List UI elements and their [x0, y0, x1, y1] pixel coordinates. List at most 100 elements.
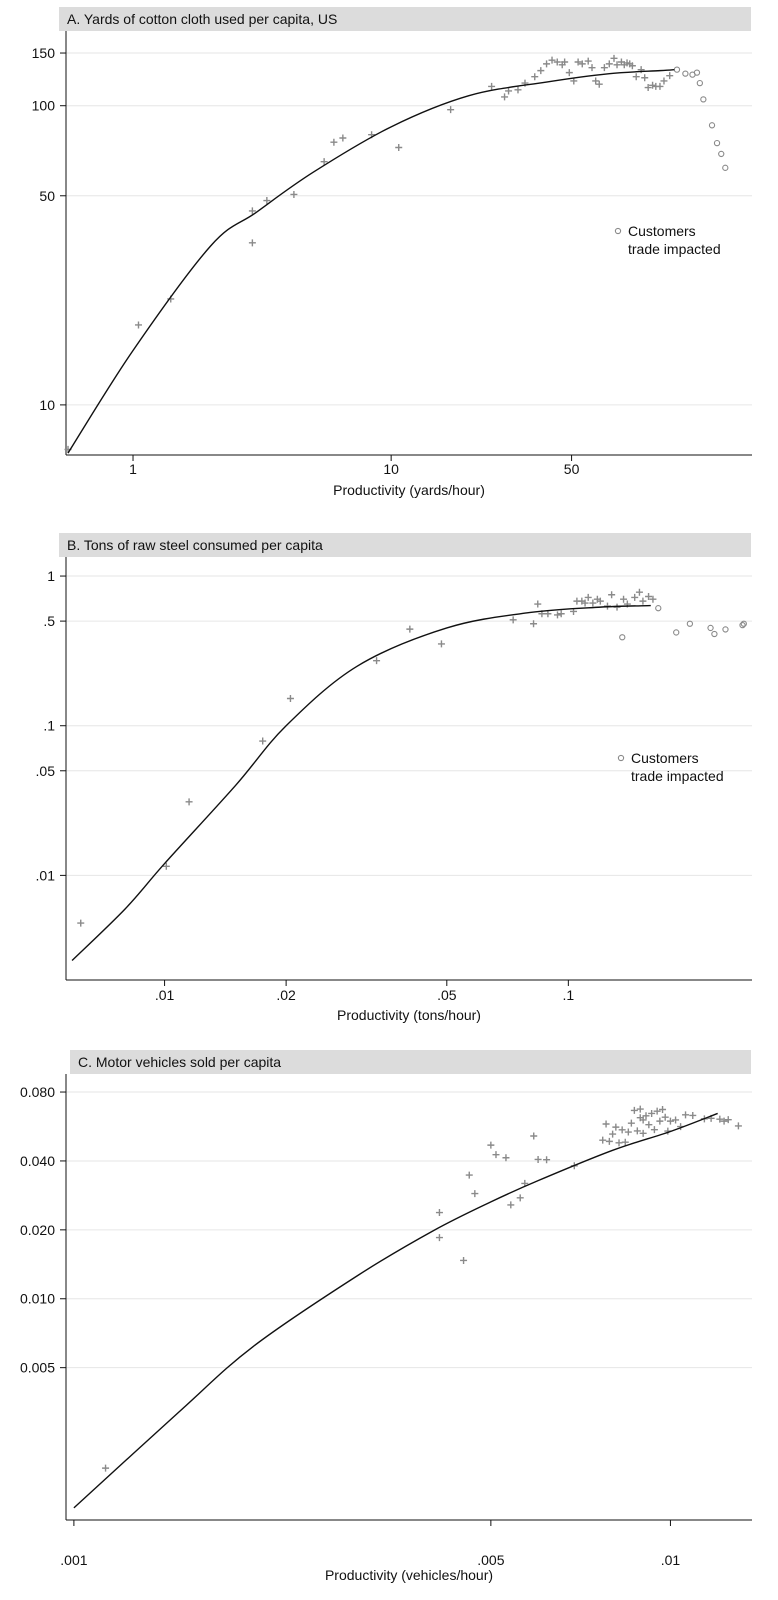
data-point-plus: [460, 1256, 468, 1264]
data-point-plus: [716, 1115, 724, 1123]
data-point-plus: [627, 1119, 635, 1127]
data-point-plus: [406, 625, 414, 633]
data-point-plus: [548, 56, 556, 64]
data-point-plus: [553, 58, 561, 66]
fit-line: [67, 68, 675, 454]
data-point-circle: [655, 605, 662, 612]
y-tick-label: 0.005: [20, 1360, 55, 1376]
data-point-plus: [561, 58, 569, 66]
x-tick-label: .005: [477, 1552, 504, 1568]
data-point-plus: [595, 80, 603, 88]
data-point-circle: [619, 634, 626, 641]
legend-label: Customers: [628, 223, 696, 239]
data-point-plus: [596, 597, 604, 605]
circle-points: [673, 66, 729, 171]
chart-c-svg: 0.005 0.010 0.020 0.040 0.080 .001 .005 .01 Prod…: [20, 1074, 752, 1583]
data-point-plus: [648, 1109, 656, 1117]
data-point-plus: [501, 93, 509, 101]
chart-b-svg: .01 .05 .1 .5 1 .01 .02 .05 .1 Productivity (tons…: [36, 557, 752, 1023]
gridlines: [66, 1091, 752, 1369]
data-point-plus: [507, 1201, 515, 1209]
data-point-plus: [724, 1116, 732, 1124]
y-tick-label: 1: [47, 568, 55, 584]
data-point-plus: [639, 597, 647, 605]
data-point-plus: [650, 1126, 658, 1134]
data-point-plus: [290, 190, 298, 198]
data-point-plus: [544, 610, 552, 618]
data-point-plus: [248, 207, 256, 215]
y-tick-label: 10: [39, 397, 55, 413]
data-point-plus: [584, 57, 592, 65]
data-point-circle: [700, 96, 707, 103]
data-point-circle: [693, 69, 701, 76]
data-point-plus: [77, 919, 85, 927]
data-point-plus: [574, 58, 582, 66]
data-point-circle: [686, 620, 694, 627]
data-point-plus: [502, 1154, 510, 1162]
data-point-plus: [666, 72, 674, 80]
data-point-circle: [673, 66, 681, 73]
x-tick-label: .01: [155, 987, 175, 1003]
data-point-plus: [600, 64, 608, 72]
data-point-plus: [644, 84, 652, 92]
data-point-plus: [263, 197, 271, 205]
gridlines: [66, 52, 752, 406]
legend-marker-circle: [614, 227, 622, 235]
y-tick-label: .05: [36, 763, 56, 779]
data-point-plus: [609, 1130, 617, 1138]
data-point-plus: [530, 620, 538, 628]
data-point-circle: [739, 621, 746, 629]
data-point-plus: [162, 862, 170, 870]
legend-label: Customers: [631, 750, 699, 766]
data-point-plus: [543, 60, 551, 68]
data-point-plus: [660, 77, 668, 85]
y-tick-label: 0.080: [20, 1084, 55, 1100]
plus-points: [102, 1105, 742, 1472]
data-point-plus: [447, 106, 455, 114]
x-tick-label: .01: [661, 1552, 681, 1568]
x-axis-title: Productivity (yards/hour): [333, 482, 485, 498]
data-point-plus: [610, 54, 618, 62]
circle-points: [619, 605, 747, 641]
y-tick-label: 150: [32, 45, 56, 61]
data-point-plus: [615, 1139, 623, 1147]
data-point-plus: [588, 64, 596, 72]
data-point-circle: [708, 122, 716, 129]
y-tick-label: 0.020: [20, 1222, 55, 1238]
data-point-plus: [553, 611, 561, 619]
fit-line: [71, 604, 651, 961]
data-point-plus: [656, 82, 664, 90]
data-point-plus: [102, 1464, 110, 1472]
x-tick-label: .02: [276, 987, 296, 1003]
y-tick-label: 0.040: [20, 1153, 55, 1169]
data-point-plus: [488, 82, 496, 90]
data-point-plus: [465, 1171, 473, 1179]
data-point-plus: [395, 143, 403, 151]
data-point-plus: [487, 1141, 495, 1149]
data-point-plus: [537, 67, 545, 75]
data-point-plus: [649, 595, 657, 603]
data-point-plus: [581, 599, 589, 607]
y-tick-label: 50: [39, 188, 55, 204]
data-point-plus: [720, 1117, 728, 1125]
chart-title: A. Yards of cotton cloth used per capita…: [59, 7, 751, 31]
data-point-plus: [531, 73, 539, 81]
data-point-plus: [620, 595, 628, 603]
data-point-circle: [696, 79, 703, 87]
data-point-plus: [689, 1111, 697, 1119]
y-tick-label: .1: [43, 718, 55, 734]
data-point-plus: [602, 1120, 610, 1128]
data-point-circle: [722, 164, 729, 171]
data-point-plus: [635, 588, 643, 596]
data-point-plus: [653, 1107, 661, 1115]
data-point-plus: [621, 1138, 629, 1146]
data-point-plus: [645, 593, 653, 601]
data-point-plus: [592, 77, 600, 85]
data-point-plus: [330, 138, 338, 146]
y-tick-label: .01: [36, 867, 56, 883]
data-point-plus: [530, 1132, 538, 1140]
y-tick-label: 100: [32, 98, 56, 114]
panel-b: B. Tons of raw steel consumed per capita…: [0, 525, 778, 1030]
data-point-plus: [642, 1112, 650, 1120]
data-point-plus: [649, 81, 657, 89]
